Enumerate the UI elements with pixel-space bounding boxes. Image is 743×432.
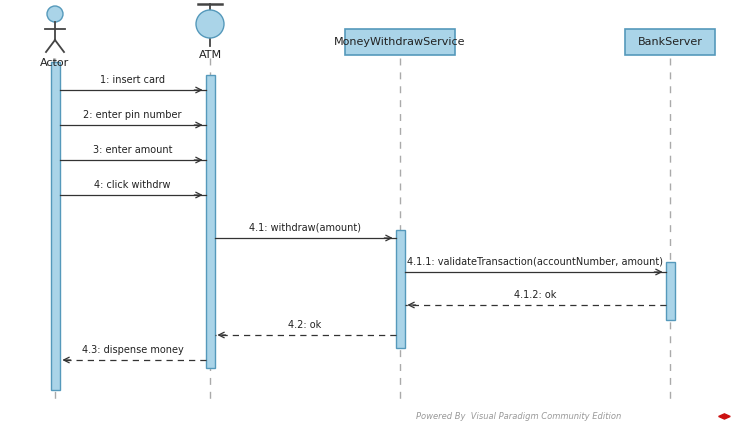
Text: 1: insert card: 1: insert card [100, 75, 165, 85]
Text: Actor: Actor [40, 58, 70, 68]
Text: 4.2: ok: 4.2: ok [288, 320, 322, 330]
Text: 4.1.1: validateTransaction(accountNumber, amount): 4.1.1: validateTransaction(accountNumber… [407, 257, 663, 267]
Circle shape [196, 10, 224, 38]
Text: 4.1: withdraw(amount): 4.1: withdraw(amount) [249, 223, 361, 233]
FancyBboxPatch shape [666, 262, 675, 320]
Text: 4.3: dispense money: 4.3: dispense money [82, 345, 184, 355]
FancyBboxPatch shape [395, 230, 404, 348]
FancyBboxPatch shape [206, 75, 215, 368]
Text: 4: click withdrw: 4: click withdrw [94, 180, 171, 190]
Polygon shape [718, 414, 730, 419]
Text: MoneyWithdrawService: MoneyWithdrawService [334, 37, 466, 47]
Text: ATM: ATM [198, 50, 221, 60]
Text: BankServer: BankServer [637, 37, 702, 47]
Text: Powered By  Visual Paradigm Community Edition: Powered By Visual Paradigm Community Edi… [416, 412, 621, 421]
Text: 2: enter pin number: 2: enter pin number [83, 110, 182, 120]
Circle shape [47, 6, 63, 22]
Text: 3: enter amount: 3: enter amount [93, 145, 172, 155]
FancyBboxPatch shape [51, 62, 59, 390]
Text: 4.1.2: ok: 4.1.2: ok [514, 290, 557, 300]
FancyBboxPatch shape [625, 29, 715, 55]
FancyBboxPatch shape [345, 29, 455, 55]
